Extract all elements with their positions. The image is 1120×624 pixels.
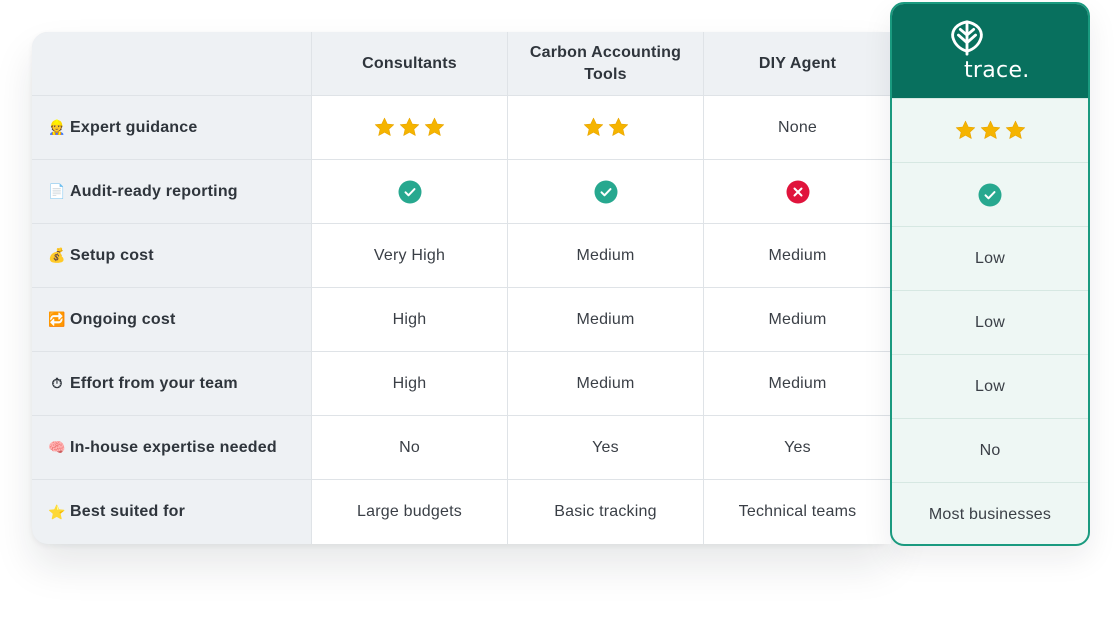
row-label: ⭐ Best suited for: [32, 480, 312, 544]
row-label-text: In-house expertise needed: [70, 438, 277, 456]
star-icon: [374, 117, 395, 136]
table-cell: No: [312, 416, 508, 480]
table-cell: [312, 160, 508, 224]
trace-cell: Low: [892, 354, 1088, 418]
star-icon: ⭐: [48, 503, 66, 520]
table-cell: [508, 96, 704, 160]
trace-cell: No: [892, 418, 1088, 482]
check-circle-icon: [594, 180, 617, 203]
comparison-table: Consultants Carbon Accounting Tools DIY …: [32, 32, 891, 544]
star-icon: [399, 117, 420, 136]
cell-value: Low: [975, 377, 1005, 395]
row-label: 🧠 In-house expertise needed: [32, 416, 312, 480]
cell-value: Low: [975, 249, 1005, 267]
cell-value: High: [392, 374, 427, 392]
star-rating: [582, 116, 630, 139]
table-cell: Medium: [704, 352, 891, 416]
row-label-text: Expert guidance: [70, 118, 198, 136]
cell-value: Medium: [768, 246, 827, 264]
cell-value: High: [392, 310, 427, 328]
cell-value: Yes: [784, 438, 811, 456]
table-cell: Medium: [508, 224, 704, 288]
trace-logo-text: trace.: [964, 58, 1030, 83]
row-label: 📄 Audit-ready reporting: [32, 160, 312, 224]
trace-cell: [892, 98, 1088, 162]
repeat-icon: 🔁: [48, 311, 66, 327]
table-cell: None: [704, 96, 891, 160]
check-circle-icon: [978, 183, 1002, 206]
row-label-text: Effort from your team: [70, 374, 238, 392]
cell-value: Yes: [592, 438, 619, 456]
star-icon: [424, 117, 445, 136]
row-label: ⏱ Effort from your team: [32, 352, 312, 416]
star-rating: [373, 116, 446, 139]
trace-cell: [892, 162, 1088, 226]
star-icon: [955, 120, 975, 139]
cell-value: Very High: [373, 246, 446, 264]
header-consultants: Consultants: [312, 32, 508, 96]
header-carbon-accounting-tools: Carbon Accounting Tools: [508, 32, 704, 96]
table-cell: High: [312, 288, 508, 352]
row-label-text: Audit-ready reporting: [70, 182, 238, 200]
money-bag-icon: 💰: [48, 247, 66, 263]
row-label: 👷 Expert guidance: [32, 96, 312, 160]
table-cell: [508, 160, 704, 224]
table-cell: Medium: [704, 224, 891, 288]
leaf-sprout-icon: [951, 20, 983, 56]
document-icon: 📄: [48, 183, 66, 199]
table-cell: High: [312, 352, 508, 416]
cell-value: Most businesses: [928, 505, 1052, 523]
table-cell: Yes: [508, 416, 704, 480]
table-cell: Medium: [508, 352, 704, 416]
cell-value: Technical teams: [738, 503, 857, 520]
star-rating: [954, 119, 1027, 142]
table-cell: Large budgets: [312, 480, 508, 544]
table-cell: [704, 160, 891, 224]
check-circle-icon: [398, 180, 421, 203]
table-cell: Basic tracking: [508, 480, 704, 544]
row-label: 💰 Setup cost: [32, 224, 312, 288]
table-cell: Technical teams: [704, 480, 891, 544]
cell-value: No: [399, 438, 420, 456]
row-label: 🔁 Ongoing cost: [32, 288, 312, 352]
trace-cell: Low: [892, 290, 1088, 354]
row-label-text: Setup cost: [70, 246, 154, 264]
cell-value: Large budgets: [357, 503, 462, 520]
cross-circle-icon: [786, 180, 809, 203]
trace-cell: Most businesses: [892, 482, 1088, 544]
cell-value: Medium: [576, 310, 635, 328]
star-icon: [980, 120, 1000, 139]
stopwatch-icon: ⏱: [51, 375, 63, 391]
header-diy-agent: DIY Agent: [704, 32, 891, 96]
table-cell: [312, 96, 508, 160]
cell-value: Medium: [768, 374, 827, 392]
star-icon: [583, 117, 603, 136]
cell-value: None: [777, 118, 818, 136]
trace-header: trace.: [892, 4, 1088, 98]
trace-cell: Low: [892, 226, 1088, 290]
table-cell: Medium: [508, 288, 704, 352]
cell-value: Basic tracking: [554, 503, 657, 520]
cell-value: Medium: [576, 374, 635, 392]
table-cell: Medium: [704, 288, 891, 352]
brain-icon: 🧠: [48, 439, 66, 455]
star-icon: [1005, 120, 1025, 139]
cell-value: No: [979, 441, 1001, 459]
cell-value: Medium: [576, 246, 635, 264]
table-cell: Yes: [704, 416, 891, 480]
table-cell: Very High: [312, 224, 508, 288]
construction-worker-icon: 👷: [48, 119, 66, 135]
header-empty-cell: [32, 32, 312, 96]
trace-highlight-column: trace. Low Low Low No Most businesses: [890, 2, 1090, 546]
row-label-text: Best suited for: [70, 503, 186, 520]
cell-value: Medium: [768, 310, 827, 328]
cell-value: Low: [975, 313, 1005, 331]
row-label-text: Ongoing cost: [70, 310, 176, 328]
star-icon: [608, 117, 628, 136]
